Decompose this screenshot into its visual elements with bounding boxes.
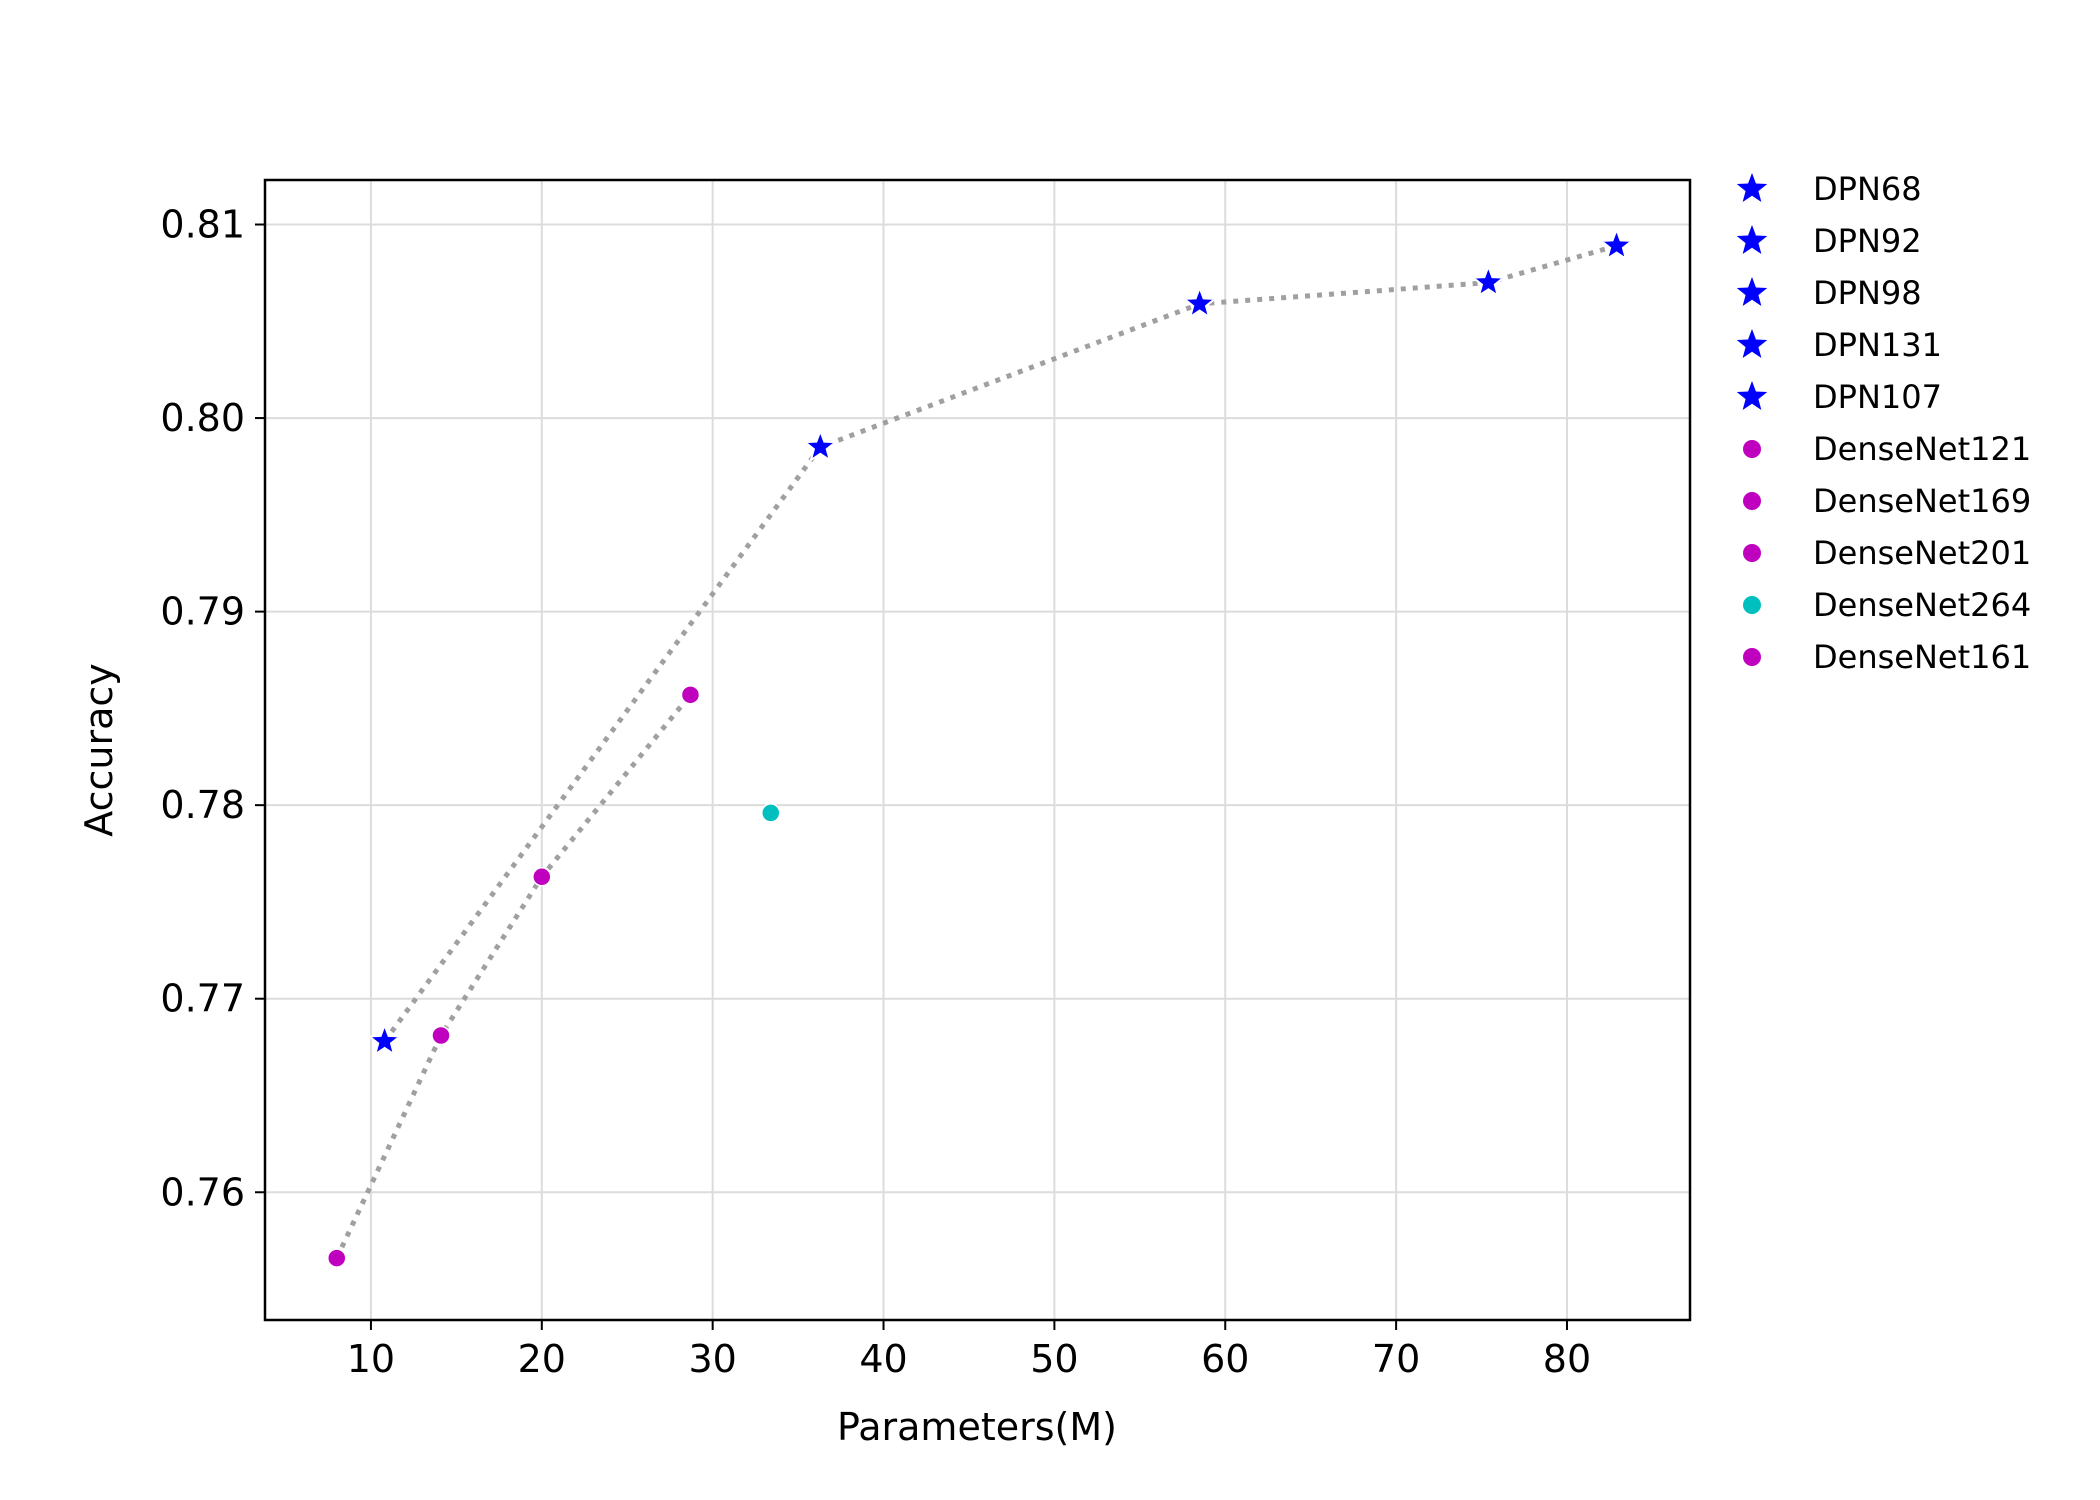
data-points	[327, 226, 1635, 1268]
point-densenet169	[431, 1025, 451, 1046]
point-densenet201	[532, 867, 552, 887]
point-dpn98	[1181, 285, 1218, 320]
legend-label: DPN92	[1813, 222, 1922, 260]
legend-marker	[1736, 277, 1768, 306]
trend-line	[334, 693, 693, 1260]
legend-marker	[1743, 648, 1761, 666]
y-tick-label: 0.80	[160, 396, 245, 440]
legend-marker	[1736, 173, 1768, 202]
legend-marker	[1743, 492, 1761, 510]
x-tick-label: 20	[518, 1337, 566, 1381]
y-tick-label: 0.79	[160, 590, 245, 634]
x-tick-label: 60	[1201, 1337, 1249, 1381]
legend-label: DenseNet169	[1813, 482, 2031, 520]
legend-label: DPN98	[1813, 274, 1922, 312]
legend-marker	[1743, 544, 1761, 562]
x-axis-ticks: 10 20 30 40 50 60 70 80	[347, 1320, 1591, 1381]
y-axis-ticks: 0.76 0.77 0.78 0.79 0.80 0.81	[160, 203, 265, 1214]
legend-label: DPN131	[1813, 326, 1942, 364]
point-densenet121	[327, 1248, 347, 1268]
legend-label: DPN68	[1813, 170, 1922, 208]
legend-marker	[1736, 381, 1768, 410]
legend-label: DPN107	[1813, 378, 1942, 416]
legend-label: DenseNet161	[1813, 638, 2031, 676]
y-axis-label: Accuracy	[77, 663, 121, 837]
y-tick-label: 0.76	[160, 1170, 245, 1214]
y-tick-label: 0.81	[160, 203, 245, 247]
plot-area-frame	[263, 178, 1692, 1322]
legend: DPN68 DPN92 DPN98 DPN131 DPN107 DenseNet121 De…	[1736, 170, 2031, 676]
point-dpn68	[366, 1022, 403, 1057]
point-dpn92	[802, 428, 839, 463]
x-tick-label: 50	[1030, 1337, 1078, 1381]
legend-marker	[1743, 596, 1761, 614]
legend-label: DenseNet121	[1813, 430, 2031, 468]
x-tick-label: 80	[1543, 1337, 1591, 1381]
point-densenet264	[761, 803, 781, 823]
legend-label: DenseNet201	[1813, 534, 2031, 572]
grid	[265, 180, 1690, 1320]
x-tick-label: 70	[1372, 1337, 1420, 1381]
legend-marker	[1736, 329, 1768, 358]
x-tick-label: 30	[688, 1337, 736, 1381]
legend-marker	[1736, 225, 1768, 254]
point-dpn131	[1470, 263, 1507, 298]
x-tick-label: 40	[859, 1337, 907, 1381]
legend-label: DenseNet264	[1813, 586, 2031, 624]
point-densenet161	[680, 685, 701, 705]
x-axis-label: Parameters(M)	[837, 1405, 1117, 1449]
point-dpn107	[1598, 226, 1635, 262]
y-tick-label: 0.78	[160, 783, 245, 827]
legend-marker	[1743, 440, 1761, 458]
x-tick-label: 10	[347, 1337, 395, 1381]
y-tick-label: 0.77	[160, 977, 245, 1021]
